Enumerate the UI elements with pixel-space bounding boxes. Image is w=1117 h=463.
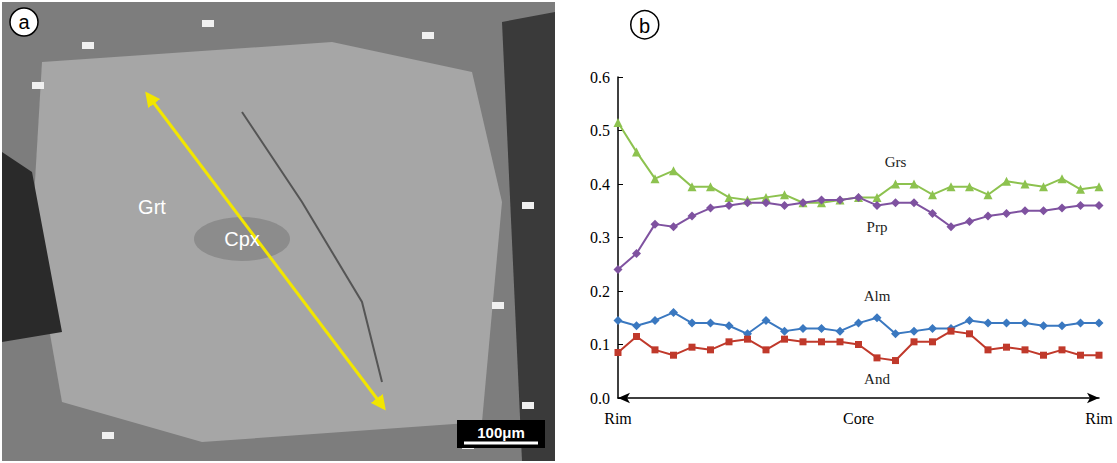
svg-text:0.0: 0.0 xyxy=(590,390,610,407)
svg-text:Rim: Rim xyxy=(604,410,632,427)
svg-text:Prp: Prp xyxy=(867,219,888,235)
svg-text:0.3: 0.3 xyxy=(590,229,610,246)
svg-text:Alm: Alm xyxy=(864,288,891,304)
svg-text:0.2: 0.2 xyxy=(590,283,610,300)
svg-text:b: b xyxy=(639,15,650,37)
svg-text:0.6: 0.6 xyxy=(590,69,610,86)
svg-text:a: a xyxy=(18,11,30,33)
svg-text:Rim: Rim xyxy=(1085,410,1113,427)
svg-text:100μm: 100μm xyxy=(477,424,525,441)
svg-text:Grt: Grt xyxy=(138,196,166,218)
svg-text:0.4: 0.4 xyxy=(590,176,610,193)
svg-text:Cpx: Cpx xyxy=(224,228,260,250)
svg-text:0.5: 0.5 xyxy=(590,122,610,139)
svg-text:And: And xyxy=(864,371,890,387)
svg-text:Grs: Grs xyxy=(885,154,907,170)
svg-text:Core: Core xyxy=(843,410,874,427)
svg-text:0.1: 0.1 xyxy=(590,336,610,353)
